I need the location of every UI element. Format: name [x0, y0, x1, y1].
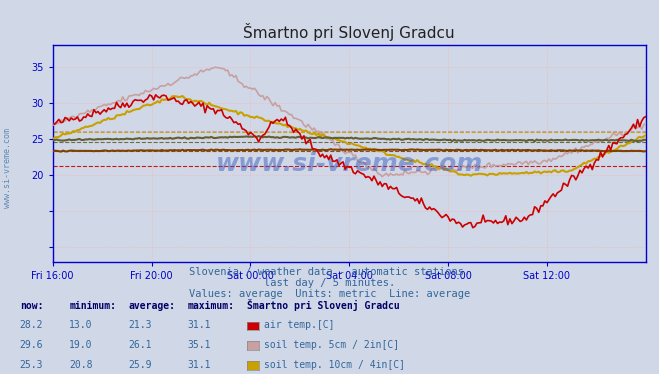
Text: now:: now: [20, 301, 43, 310]
Text: 20.8: 20.8 [69, 360, 93, 370]
Text: 29.6: 29.6 [20, 340, 43, 350]
Text: average:: average: [129, 301, 175, 310]
Text: maximum:: maximum: [188, 301, 235, 310]
Text: last day / 5 minutes.: last day / 5 minutes. [264, 278, 395, 288]
Text: 31.1: 31.1 [188, 321, 212, 330]
Text: 25.9: 25.9 [129, 360, 152, 370]
Text: Values: average  Units: metric  Line: average: Values: average Units: metric Line: aver… [189, 289, 470, 299]
Text: Slovenia / weather data - automatic stations.: Slovenia / weather data - automatic stat… [189, 267, 470, 277]
Text: 35.1: 35.1 [188, 340, 212, 350]
Text: minimum:: minimum: [69, 301, 116, 310]
Text: 21.3: 21.3 [129, 321, 152, 330]
Text: 26.1: 26.1 [129, 340, 152, 350]
Title: Šmartno pri Slovenj Gradcu: Šmartno pri Slovenj Gradcu [243, 23, 455, 41]
Text: soil temp. 5cm / 2in[C]: soil temp. 5cm / 2in[C] [264, 340, 399, 350]
Text: 25.3: 25.3 [20, 360, 43, 370]
Text: 19.0: 19.0 [69, 340, 93, 350]
Text: 13.0: 13.0 [69, 321, 93, 330]
Text: www.si-vreme.com: www.si-vreme.com [3, 128, 13, 208]
Text: www.si-vreme.com: www.si-vreme.com [215, 152, 483, 176]
Text: air temp.[C]: air temp.[C] [264, 321, 334, 330]
Text: 31.1: 31.1 [188, 360, 212, 370]
Text: Šmartno pri Slovenj Gradcu: Šmartno pri Slovenj Gradcu [247, 298, 400, 310]
Text: soil temp. 10cm / 4in[C]: soil temp. 10cm / 4in[C] [264, 360, 405, 370]
Text: 28.2: 28.2 [20, 321, 43, 330]
